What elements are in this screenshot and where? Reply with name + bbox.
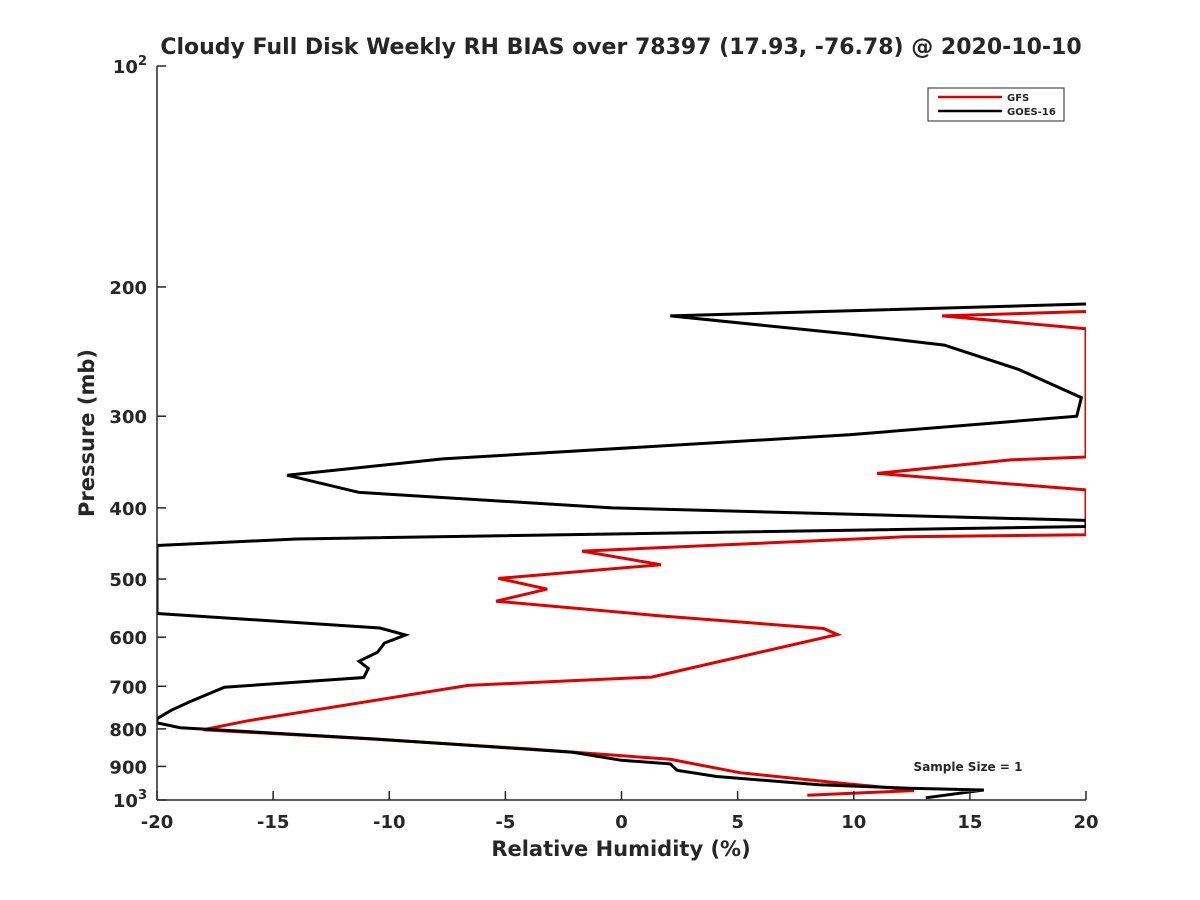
x-tick-label: -15 [257,812,290,833]
series-line-goes16 [157,302,1086,800]
x-tick-label: -5 [495,812,515,833]
legend-label-goes16: GOES-16 [1007,107,1056,118]
x-tick-label: -20 [141,812,174,833]
x-tick-label: 15 [957,812,982,833]
x-tick-label: 5 [731,812,744,833]
plot-area [157,66,1086,800]
y-tick-label: 900 [109,757,147,778]
y-tick-label: 200 [109,278,147,299]
sample-size-annotation: Sample Size = 1 [914,760,1023,774]
chart-title: Cloudy Full Disk Weekly RH BIAS over 783… [160,35,1081,60]
y-tick-label: 102 [113,54,147,78]
x-axis-label: Relative Humidity (%) [491,837,750,861]
legend-label-gfs: GFS [1007,93,1029,104]
x-tick-label: 0 [615,812,628,833]
x-tick-label: 20 [1073,812,1098,833]
x-tick-label: 10 [841,812,866,833]
y-axis-label: Pressure (mb) [75,349,99,517]
series-line-gfs [203,310,1086,797]
y-tick-label: 300 [109,407,147,428]
y-tick-label: 700 [109,677,147,698]
x-tick-label: -10 [373,812,406,833]
y-tick-label: 500 [109,570,147,591]
y-tick-label: 400 [109,499,147,520]
y-tick-label: 600 [109,628,147,649]
legend: GFS GOES-16 [927,87,1065,122]
legend-box [927,87,1065,122]
y-tick-label: 800 [109,720,147,741]
y-tick-label: 103 [113,788,147,812]
